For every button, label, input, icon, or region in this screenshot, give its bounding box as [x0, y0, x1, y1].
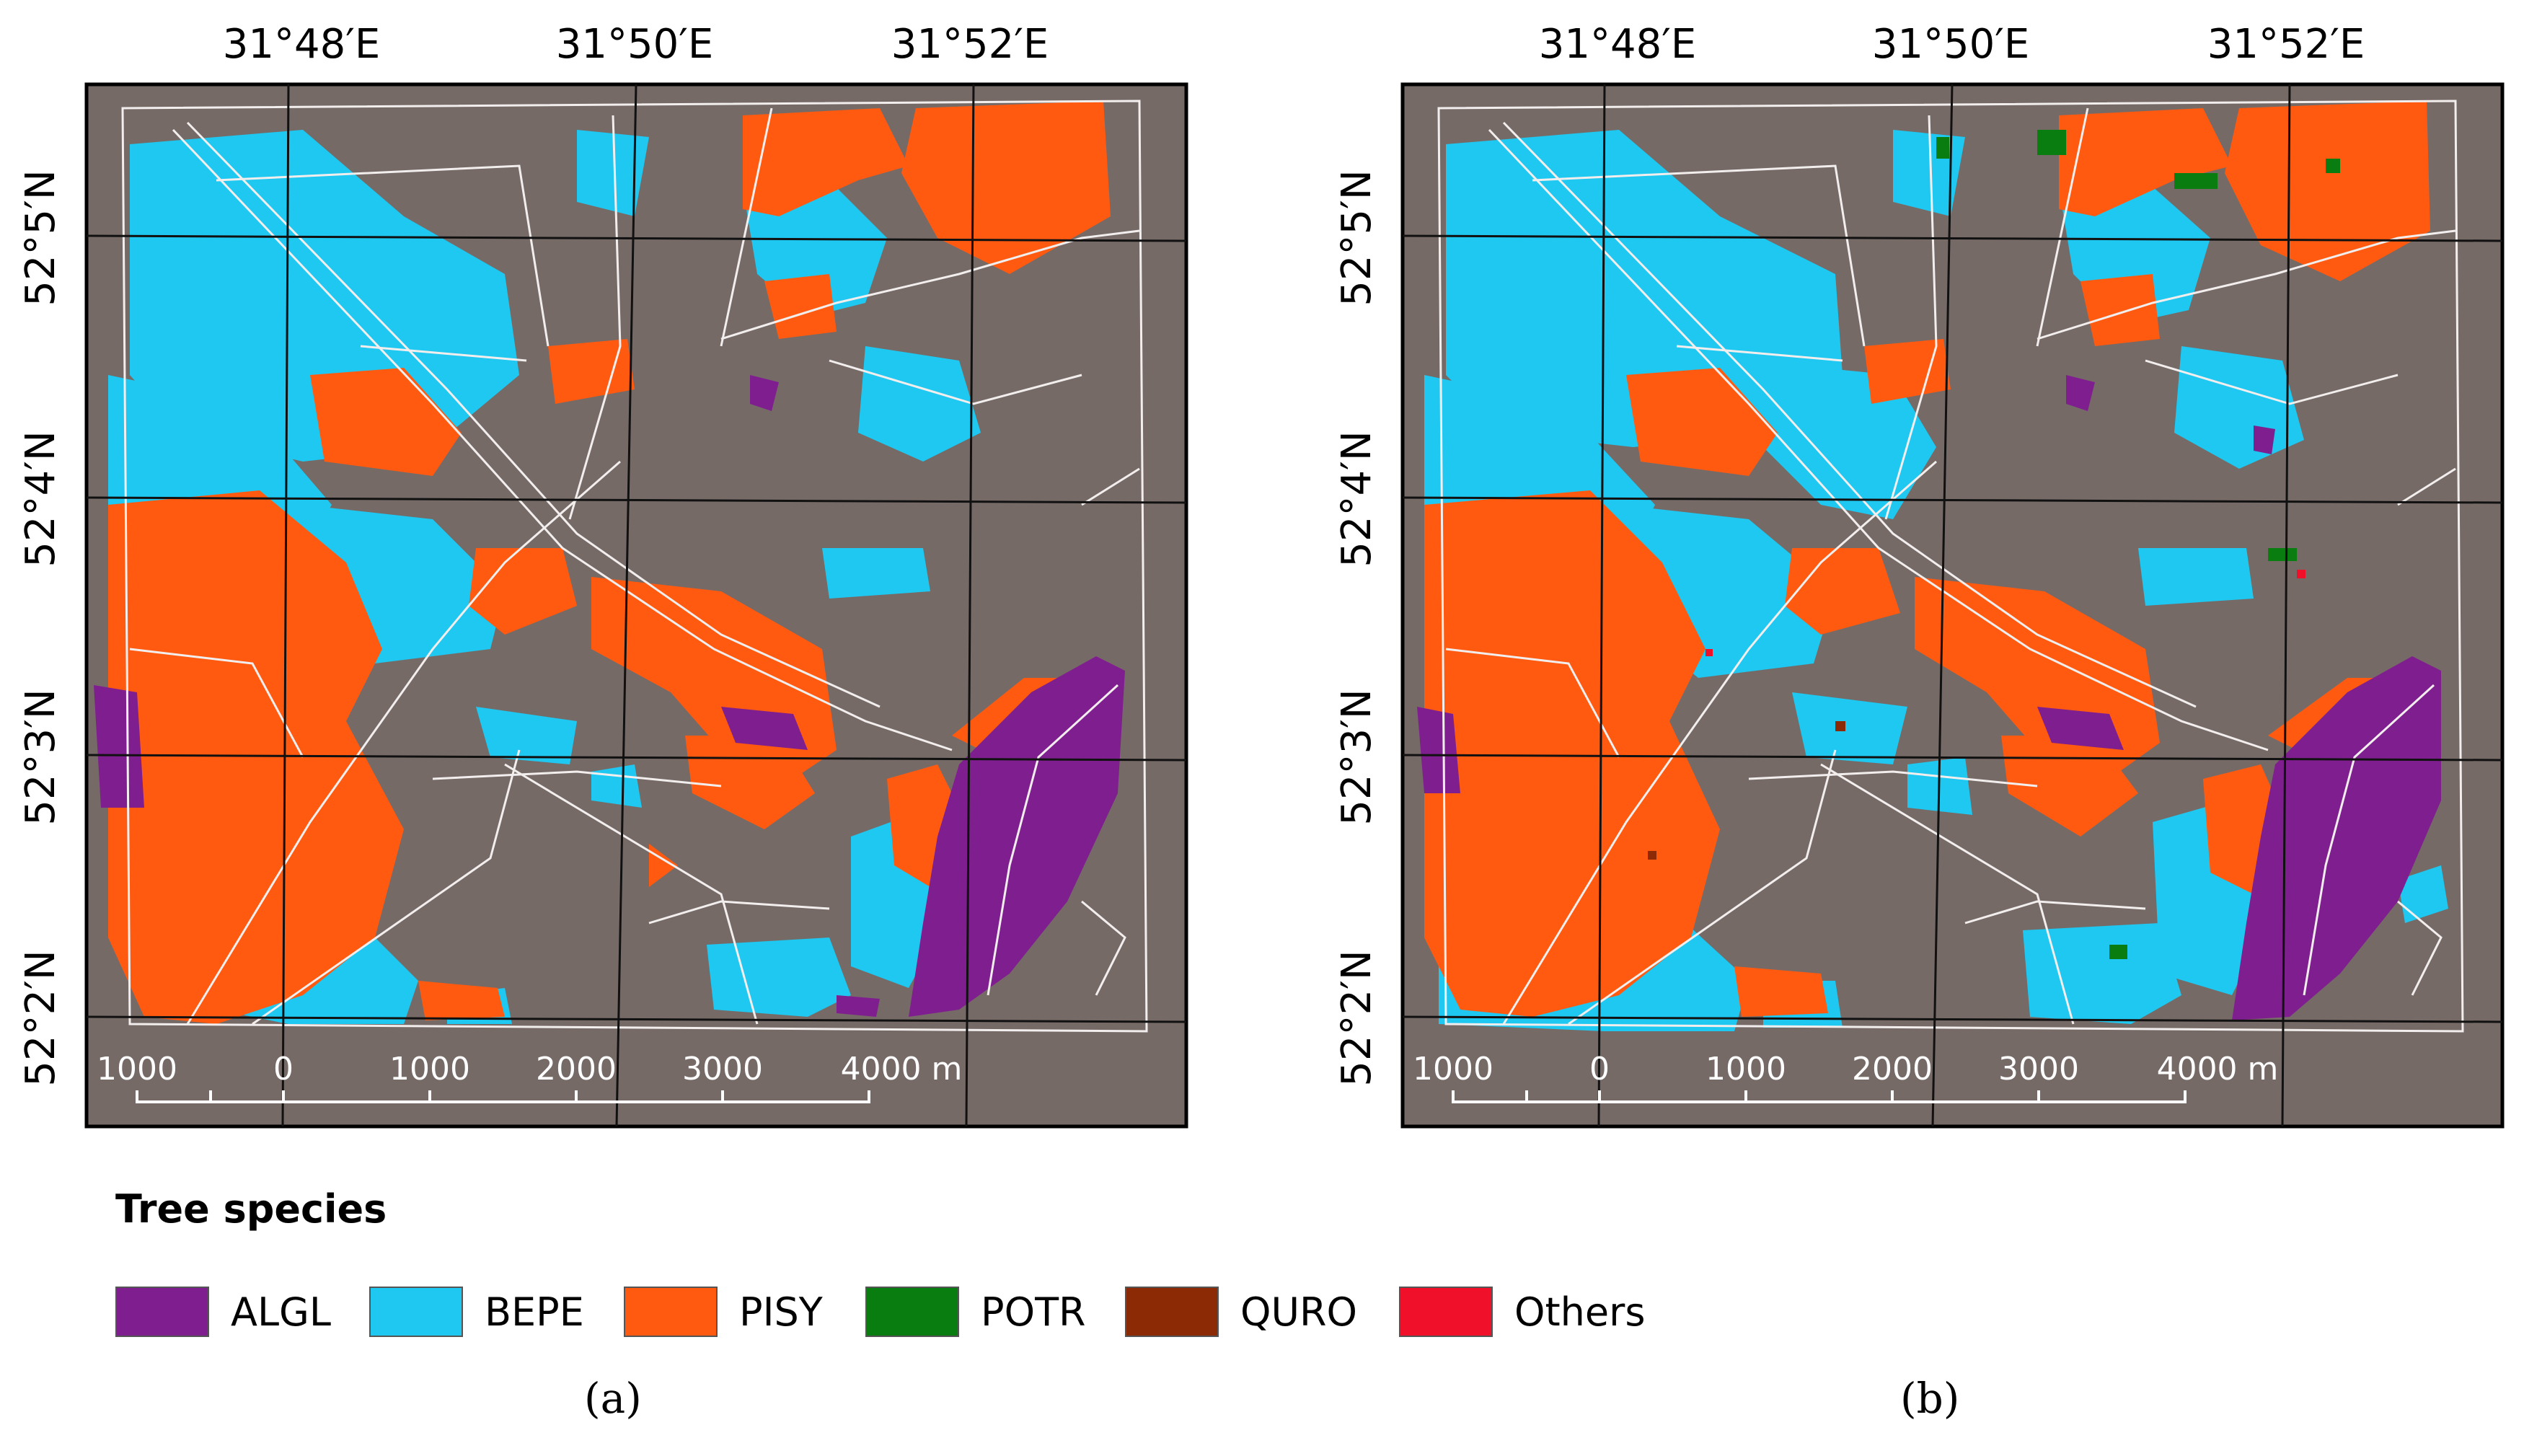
graticule-a [86, 84, 1187, 1127]
others-stands-b [1706, 570, 2305, 656]
latitude-label: 52°4′N [17, 431, 64, 568]
legend-swatch [1125, 1287, 1219, 1337]
scale-label: 0 [273, 1051, 294, 1087]
scale-label: 4000 m [2157, 1051, 2279, 1087]
legend-label: Others [1514, 1289, 1646, 1335]
scale-label: 1000 [1413, 1051, 1493, 1087]
compartment-boundaries-a [121, 100, 1148, 1033]
scale-label: 2000 [536, 1051, 617, 1087]
longitude-label: 31°50′E [1872, 21, 2030, 68]
longitude-label: 31°52′E [2207, 21, 2365, 68]
legend-label: QURO [1240, 1289, 1358, 1335]
quro-stands-b [1648, 721, 1845, 860]
legend-label: PISY [739, 1289, 823, 1335]
latitude-label: 52°3′N [1333, 689, 1380, 826]
graticule-b [1402, 84, 2503, 1127]
latitude-label: 52°5′N [17, 169, 64, 306]
pisy-stands-a [108, 101, 1111, 1024]
legend-swatch [865, 1287, 959, 1337]
legend-swatch [1399, 1287, 1493, 1337]
map-panel-a: 1000 0 1000 2000 3000 4000 m 31°48′E 31°… [17, 21, 1188, 1129]
scale-label: 1000 [1706, 1051, 1786, 1087]
scale-bar-a [136, 1090, 870, 1103]
legend-label: BEPE [485, 1289, 584, 1335]
legend-swatch [369, 1287, 463, 1337]
latitude-label: 52°5′N [1333, 169, 1380, 306]
scale-label: 1000 [389, 1051, 470, 1087]
scale-label: 4000 m [841, 1051, 963, 1087]
legend-swatch [624, 1287, 718, 1337]
scale-label: 3000 [682, 1051, 763, 1087]
map-panel-b: 1000 0 1000 2000 3000 4000 m 31°48′E 31°… [1333, 21, 2505, 1129]
longitude-label: 31°52′E [891, 21, 1049, 68]
longitude-label: 31°50′E [556, 21, 714, 68]
scale-label: 0 [1589, 1051, 1610, 1087]
potr-stands-b [1936, 130, 2340, 959]
scale-label: 3000 [1998, 1051, 2079, 1087]
legend-swatch [115, 1287, 209, 1337]
latitude-label: 52°4′N [1333, 431, 1380, 568]
scale-label: 2000 [1852, 1051, 1933, 1087]
panel-caption-a: (a) [584, 1374, 642, 1423]
legend-label: POTR [981, 1289, 1086, 1335]
scale-label: 1000 [97, 1051, 177, 1087]
longitude-label: 31°48′E [223, 21, 381, 68]
panel-caption-b: (b) [1900, 1374, 1960, 1423]
latitude-label: 52°2′N [17, 950, 64, 1087]
latitude-label: 52°2′N [1333, 950, 1380, 1087]
compartment-boundaries-b [1437, 100, 2464, 1033]
longitude-label: 31°48′E [1539, 21, 1697, 68]
latitude-label: 52°3′N [17, 689, 64, 826]
legend-title: Tree species [115, 1186, 387, 1232]
legend-label: ALGL [231, 1289, 331, 1335]
scale-bar-b [1452, 1090, 2187, 1103]
